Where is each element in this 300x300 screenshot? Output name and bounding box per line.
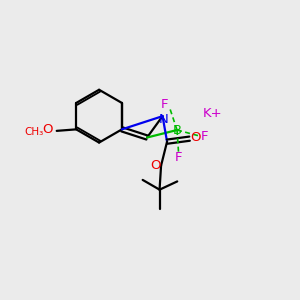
Text: CH₃: CH₃ — [25, 127, 44, 137]
Text: N: N — [159, 113, 169, 126]
Text: F: F — [160, 98, 168, 111]
Text: O: O — [190, 131, 201, 144]
Text: B: B — [172, 124, 182, 136]
Text: F: F — [201, 130, 209, 142]
Text: K+: K+ — [203, 107, 223, 120]
Text: O: O — [150, 159, 160, 172]
Text: F: F — [175, 151, 182, 164]
Text: O: O — [43, 124, 53, 136]
